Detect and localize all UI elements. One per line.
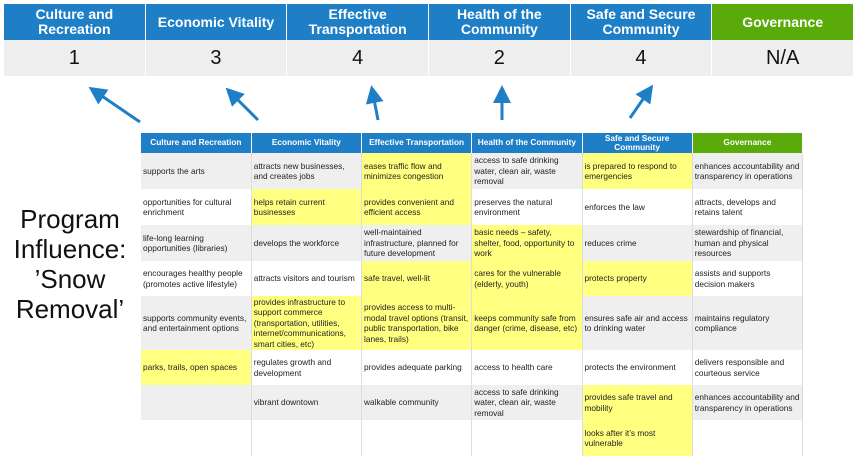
program-influence-label: Program Influence: ’Snow Removal’ (13, 204, 127, 324)
column-header: Effective Transportation (361, 133, 473, 153)
table-cell: attracts, develops and retains talent (692, 189, 804, 225)
table-cell: regulates growth and development (251, 350, 363, 385)
table-cell: enhances accountability and transparency… (692, 385, 804, 420)
table-cell: eases traffic flow and minimizes congest… (361, 153, 473, 189)
arrow-safe (628, 84, 654, 119)
table-cell: maintains regulatory compliance (692, 296, 804, 350)
arrow-transportation (365, 85, 384, 121)
table-cell (692, 420, 804, 456)
table-cell: protects the environment (582, 350, 693, 385)
summary-scores: Culture and Recreation Economic Vitality E… (4, 4, 854, 76)
table-row: supports community events, and entertain… (141, 296, 804, 350)
table-cell (471, 420, 583, 456)
summary-header: Effective Transportation (287, 4, 429, 40)
table-cell (141, 420, 252, 456)
summary-score: 4 (287, 40, 429, 76)
column-header: Culture and Recreation (141, 133, 252, 153)
summary-score: 3 (145, 40, 288, 76)
table-cell: encourages healthy people (promotes acti… (141, 261, 252, 296)
table-cell: ensures safe air and access to drinking … (582, 296, 693, 350)
table-cell: basic needs – safety, shelter, food, opp… (471, 225, 583, 261)
arrow-economic (225, 87, 260, 122)
summary-score: 4 (570, 40, 713, 76)
table-cell: vibrant downtown (251, 385, 363, 420)
table-cell: life-long learning opportunities (librar… (141, 225, 252, 261)
table-cell: helps retain current businesses (251, 189, 363, 225)
table-cell: provides safe travel and mobility (582, 385, 693, 420)
table-cell: assists and supports decision makers (692, 261, 804, 296)
table-cell: access to health care (471, 350, 583, 385)
table-cell: walkable community (361, 385, 473, 420)
column-header: Safe and Secure Community (582, 133, 693, 153)
table-cell: provides convenient and efficient access (361, 189, 473, 225)
table-cell: provides adequate parking (361, 350, 473, 385)
column-header: Health of the Community (471, 133, 583, 153)
table-cell: looks after it’s most vulnerable (582, 420, 693, 456)
summary-score: N/A (712, 40, 854, 76)
table-row: encourages healthy people (promotes acti… (141, 261, 804, 296)
table-row: looks after it’s most vulnerable (141, 420, 804, 456)
table-cell (141, 385, 252, 420)
table-cell: reduces crime (582, 225, 693, 261)
table-row: parks, trails, open spaces regulates grow… (141, 350, 804, 385)
pillars-table: Culture and Recreation Economic Vitality E… (141, 133, 804, 456)
summary-score: 1 (4, 40, 146, 76)
table-row: opportunities for cultural enrichment hel… (141, 189, 804, 225)
arrow-culture (88, 86, 141, 124)
table-cell: preserves the natural environment (471, 189, 583, 225)
table-cell (251, 420, 363, 456)
table-cell: protects property (582, 261, 693, 296)
table-cell: provides access to multi-modal travel op… (361, 296, 473, 350)
column-header: Governance (692, 133, 804, 153)
table-row: life-long learning opportunities (librar… (141, 225, 804, 261)
table-cell (361, 420, 473, 456)
table-row: supports the arts attracts new businesses… (141, 153, 804, 189)
table-cell: supports community events, and entertain… (141, 296, 252, 350)
table-cell: enforces the law (582, 189, 693, 225)
summary-header: Governance (712, 4, 854, 40)
table-cell: supports the arts (141, 153, 252, 189)
table-cell: stewardship of financial, human and phys… (692, 225, 804, 261)
summary-score: 2 (429, 40, 571, 76)
table-cell: well-maintained infrastructure, planned … (361, 225, 473, 261)
summary-header: Economic Vitality (145, 4, 288, 40)
table-cell: attracts visitors and tourism (251, 261, 363, 296)
table-row: vibrant downtown walkable community access… (141, 385, 804, 420)
table-cell: access to safe drinking water, clean air… (471, 153, 583, 189)
table-cell: safe travel, well-lit (361, 261, 473, 296)
table-cell: is prepared to respond to emergencies (582, 153, 693, 189)
table-cell: parks, trails, open spaces (141, 350, 252, 385)
summary-header: Culture and Recreation (4, 4, 146, 40)
table-cell: cares for the vulnerable (elderly, youth… (471, 261, 583, 296)
table-cell: provides infrastructure to support comme… (251, 296, 363, 350)
table-cell: enhances accountability and transparency… (692, 153, 804, 189)
summary-header: Health of the Community (429, 4, 571, 40)
table-cell: develops the workforce (251, 225, 363, 261)
table-cell: attracts new businesses, and creates job… (251, 153, 363, 189)
column-header: Economic Vitality (251, 133, 363, 153)
summary-header: Safe and Secure Community (570, 4, 713, 40)
table-cell: delivers responsible and courteous servi… (692, 350, 804, 385)
table-cell: keeps community safe from danger (crime,… (471, 296, 583, 350)
table-cell: opportunities for cultural enrichment (141, 189, 252, 225)
table-cell: access to safe drinking water, clean air… (471, 385, 583, 420)
